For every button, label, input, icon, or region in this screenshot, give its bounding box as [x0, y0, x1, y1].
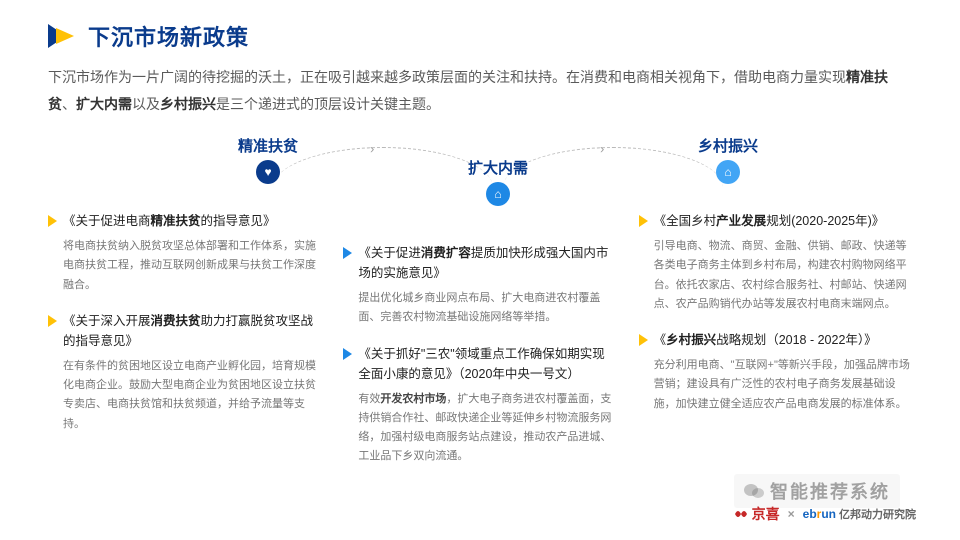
- flow-arc: [273, 147, 493, 228]
- policy-title: 《关于抓好"三农"领域重点工作确保如期实现全面小康的意见》（2020年中央一号文…: [358, 344, 616, 384]
- jingxi-logo: 京喜: [733, 504, 780, 524]
- chevron-right-icon: ›: [600, 141, 605, 156]
- chevron-right-icon: ›: [370, 141, 375, 156]
- page-title: 下沉市场新政策: [88, 20, 249, 52]
- policy-title: 《乡村振兴战略规划（2018 - 2022年）》: [654, 330, 877, 350]
- policy-block: 《乡村振兴战略规划（2018 - 2022年）》 充分利用电商、"互联网+"等新…: [639, 330, 912, 414]
- column-2: 《关于促进消费扩容提质加快形成强大国内市场的实施意见》 提出优化城乡商业网点布局…: [343, 211, 616, 483]
- policy-block: 《关于深入开展消费扶贫助力打赢脱贫攻坚战的指导意见》 在有条件的贫困地区设立电商…: [48, 311, 321, 434]
- bullet-icon: [639, 334, 648, 346]
- policy-body: 在有条件的贫困地区设立电商产业孵化园，培育规模化电商企业。鼓励大型电商企业为贫困…: [48, 357, 321, 434]
- policy-block: 《关于促进消费扩容提质加快形成强大国内市场的实施意见》 提出优化城乡商业网点布局…: [343, 243, 616, 328]
- flow-step-3: 乡村振兴 ⌂: [698, 135, 758, 184]
- column-1: 《关于促进电商精准扶贫的指导意见》 将电商扶贫纳入脱贫攻坚总体部署和工作体系，实…: [48, 211, 321, 483]
- policy-body: 引导电商、物流、商贸、金融、供销、邮政、快递等各类电子商务主体到乡村布局，构建农…: [639, 237, 912, 314]
- header: 下沉市场新政策: [48, 20, 912, 52]
- policy-body: 充分利用电商、"互联网+"等新兴手段，加强品牌市场营销；建设具有广泛性的农村电子…: [639, 356, 912, 414]
- bag-icon: ⌂: [486, 182, 510, 206]
- bullet-icon: [343, 348, 352, 360]
- bullet-icon: [48, 315, 57, 327]
- flow-step-1: 精准扶贫 ♥: [238, 135, 298, 184]
- heart-icon: ♥: [256, 160, 280, 184]
- bullet-icon: [343, 247, 352, 259]
- intro-paragraph: 下沉市场作为一片广阔的待挖掘的沃土，正在吸引越来越多政策层面的关注和扶持。在消费…: [48, 64, 912, 117]
- policy-title: 《关于促进电商精准扶贫的指导意见》: [63, 211, 276, 231]
- bullet-icon: [48, 215, 57, 227]
- columns: 《关于促进电商精准扶贫的指导意见》 将电商扶贫纳入脱贫攻坚总体部署和工作体系，实…: [48, 211, 912, 483]
- wechat-icon: [744, 483, 764, 499]
- column-3: 《全国乡村产业发展规划(2020-2025年)》 引导电商、物流、商贸、金融、供…: [639, 211, 912, 483]
- policy-block: 《全国乡村产业发展规划(2020-2025年)》 引导电商、物流、商贸、金融、供…: [639, 211, 912, 314]
- jingxi-icon: [733, 507, 749, 521]
- policy-title: 《关于深入开展消费扶贫助力打赢脱贫攻坚战的指导意见》: [63, 311, 321, 351]
- policy-block: 《关于抓好"三农"领域重点工作确保如期实现全面小康的意见》（2020年中央一号文…: [343, 344, 616, 467]
- footer-sep: ×: [788, 507, 795, 521]
- home-icon: ⌂: [716, 160, 740, 184]
- flow-diagram: › › 精准扶贫 ♥ 扩大内需 ⌂ 乡村振兴 ⌂: [48, 135, 912, 195]
- flow-arc: [503, 147, 723, 228]
- ebrun-logo: ebrun亿邦动力研究院: [803, 506, 916, 522]
- policy-body: 将电商扶贫纳入脱贫攻坚总体部署和工作体系，实施电商扶贫工程，推动互联网创新成果与…: [48, 237, 321, 295]
- policy-body: 提出优化城乡商业网点布局、扩大电商进农村覆盖面、完善农村物流基础设施网络等举措。: [343, 289, 616, 328]
- flow-step-2: 扩大内需 ⌂: [468, 157, 528, 206]
- slide: 下沉市场新政策 下沉市场作为一片广阔的待挖掘的沃土，正在吸引越来越多政策层面的关…: [0, 0, 960, 540]
- policy-title: 《关于促进消费扩容提质加快形成强大国内市场的实施意见》: [358, 243, 616, 283]
- footer-logos: 京喜 × ebrun亿邦动力研究院: [733, 504, 916, 524]
- policy-block: 《关于促进电商精准扶贫的指导意见》 将电商扶贫纳入脱贫攻坚总体部署和工作体系，实…: [48, 211, 321, 295]
- logo-icon: [48, 24, 76, 48]
- policy-body: 有效开发农村市场，扩大电子商务进农村覆盖面，支持供销合作社、邮政快递企业等延伸乡…: [343, 390, 616, 467]
